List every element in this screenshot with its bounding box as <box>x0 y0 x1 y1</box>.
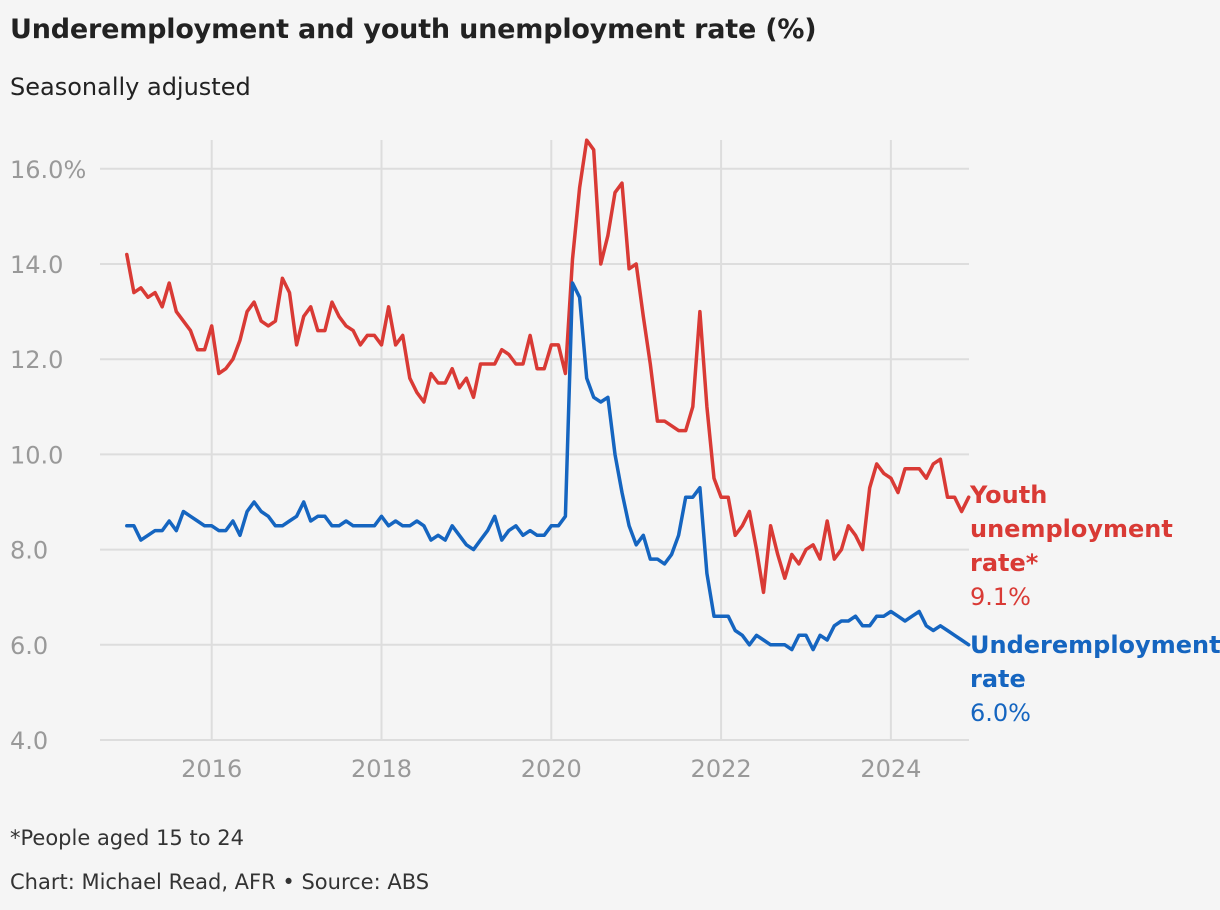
chart-title: Underemployment and youth unemployment r… <box>10 14 817 45</box>
y-tick-label: 4.0 <box>10 727 48 755</box>
youth-series-name: rate* <box>970 549 1039 577</box>
y-tick-label: 8.0 <box>10 537 48 565</box>
youth-series-line <box>125 138 971 595</box>
youth-end-value: 9.1% <box>970 583 1031 611</box>
series-lines <box>125 138 971 652</box>
series-labels: Youth unemployment rate* 9.1% Underemploymen… <box>969 481 1220 727</box>
youth-series-name: Youth <box>969 481 1047 509</box>
x-tick-label: 2022 <box>691 755 752 783</box>
under-series-name: rate <box>970 665 1026 693</box>
under-series-line <box>125 281 971 652</box>
chart-subtitle: Seasonally adjusted <box>10 73 251 101</box>
y-tick-label: 14.0 <box>10 251 63 279</box>
x-tick-label: 2020 <box>521 755 582 783</box>
youth-series-name: unemployment <box>970 515 1173 543</box>
y-tick-label: 10.0 <box>10 441 63 469</box>
source-credit: Chart: Michael Read, AFR • Source: ABS <box>10 870 430 894</box>
y-tick-label: 16.0% <box>10 156 86 184</box>
x-tick-label: 2018 <box>351 755 412 783</box>
footnote: *People aged 15 to 24 <box>10 826 244 850</box>
axis-ticks: 4.0 6.0 8.0 10.0 12.0 14.0 16.0% 2016 2018 2020 20… <box>10 156 921 783</box>
y-tick-label: 12.0 <box>10 346 63 374</box>
gridlines <box>100 140 969 741</box>
x-tick-label: 2024 <box>860 755 921 783</box>
y-tick-label: 6.0 <box>10 632 48 660</box>
line-chart: 4.0 6.0 8.0 10.0 12.0 14.0 16.0% 2016 2018 2020 20… <box>10 138 1220 783</box>
under-end-value: 6.0% <box>970 699 1031 727</box>
x-tick-label: 2016 <box>181 755 242 783</box>
under-series-name: Underemployment <box>970 631 1220 659</box>
